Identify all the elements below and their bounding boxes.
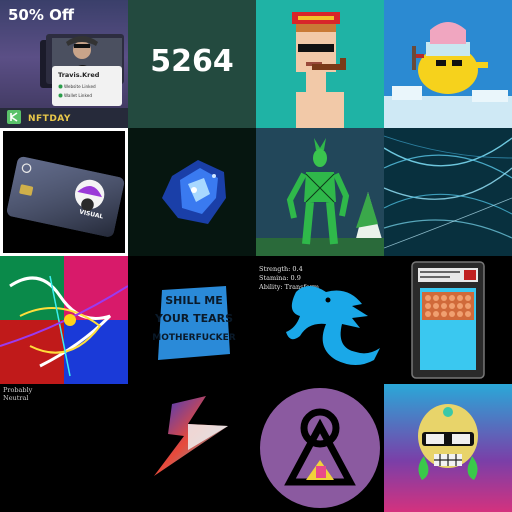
skull-image [418, 404, 478, 480]
ability-stat: Ability: Transform [259, 283, 320, 291]
promo-footer [0, 108, 128, 128]
stamina-stat: Stamina: 0.9 [259, 274, 301, 282]
nft-tile-crystal[interactable] [128, 128, 256, 256]
nft-tile-pixel-creature[interactable] [384, 0, 512, 128]
nft-tile-gradient-shape[interactable] [128, 384, 256, 512]
nft-tile-dragon-stats[interactable]: Strength: 0.4 Stamina: 0.9 Ability: Tran… [256, 256, 384, 384]
nft-day-logo: NFTDAY [28, 114, 71, 124]
token-number: 5264 [150, 44, 234, 79]
pixel-avatar-image [292, 12, 346, 128]
nft-tile-streaks[interactable] [384, 128, 512, 256]
nft-tile-graded-card[interactable] [384, 256, 512, 384]
abstract-paint-image [0, 256, 128, 384]
nft-tile-warrior[interactable] [256, 128, 384, 256]
streaks-image [384, 128, 512, 256]
warrior-illustration [256, 128, 384, 256]
sale-label: 50% Off [8, 6, 75, 24]
check-icons [58, 84, 63, 98]
sign-image: SHILL ME YOUR TEARS MOTHERFUCKER [152, 286, 236, 360]
svg-text:MOTHERFUCKER: MOTHERFUCKER [152, 333, 236, 343]
strength-stat: Strength: 0.4 [259, 265, 303, 273]
text-line-1: Probably [3, 386, 33, 394]
svg-text:YOUR TEARS: YOUR TEARS [154, 312, 233, 325]
profile-card [52, 66, 122, 106]
nft-tile-text[interactable]: Probably Neutral [0, 384, 128, 512]
nft-tile-symbol[interactable] [256, 384, 384, 512]
text-line-2: Neutral [3, 394, 29, 402]
profile-name: Travis.Kred [58, 71, 100, 79]
nft-tile-sign[interactable]: SHILL ME YOUR TEARS MOTHERFUCKER [128, 256, 256, 384]
gradient-shape-image [154, 396, 228, 476]
nft-tile-card[interactable]: VISUAL [0, 128, 128, 256]
nft-tile-skull[interactable] [384, 384, 512, 512]
symbol-icon [260, 388, 380, 508]
dragon-icon [286, 286, 380, 365]
crystal-image [162, 160, 226, 224]
nft-tile-pixel-avatar[interactable] [256, 0, 384, 128]
pixel-creature-image [384, 0, 512, 128]
website-linked-label: Website Linked [64, 84, 96, 89]
wallet-linked-label: Wallet Linked [64, 93, 92, 98]
nft-tile-abstract-paint[interactable] [0, 256, 128, 384]
nft-tile-promo[interactable]: 50% Off Travis.Kred Website Linked Walle… [0, 0, 128, 128]
svg-text:SHILL ME: SHILL ME [165, 294, 223, 307]
graded-card-image [411, 261, 485, 379]
credit-card-image [7, 156, 125, 237]
kred-logo-icon [7, 110, 21, 124]
nft-tile-number[interactable]: 5264 [128, 0, 256, 128]
